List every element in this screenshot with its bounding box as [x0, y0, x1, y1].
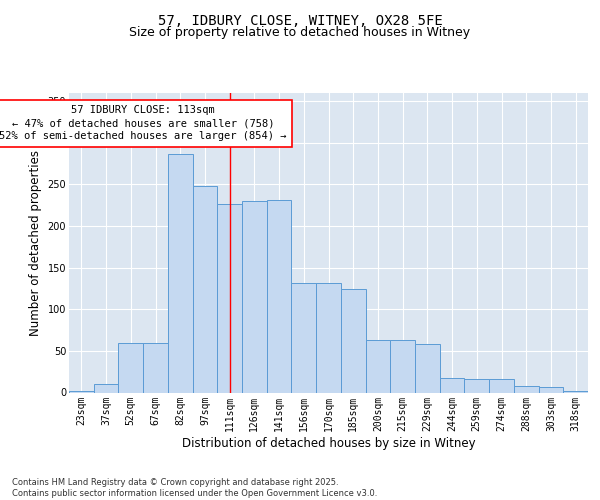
Bar	[69, 391, 94, 392]
Bar	[292, 282, 316, 393]
Bar	[341, 289, 365, 393]
Bar	[464, 379, 489, 392]
Bar	[440, 378, 464, 392]
Bar	[193, 186, 217, 392]
Y-axis label: Number of detached properties: Number of detached properties	[29, 150, 42, 336]
Bar	[168, 154, 193, 392]
Bar	[563, 391, 588, 392]
Bar	[217, 204, 242, 392]
Bar	[390, 340, 415, 392]
Bar	[316, 284, 341, 393]
Bar	[514, 386, 539, 392]
Bar	[365, 340, 390, 392]
Bar	[539, 386, 563, 392]
Bar	[267, 200, 292, 392]
Bar	[489, 379, 514, 392]
Text: 57, IDBURY CLOSE, WITNEY, OX28 5FE: 57, IDBURY CLOSE, WITNEY, OX28 5FE	[158, 14, 442, 28]
Bar	[415, 344, 440, 393]
Text: 57 IDBURY CLOSE: 113sqm
← 47% of detached houses are smaller (758)
52% of semi-d: 57 IDBURY CLOSE: 113sqm ← 47% of detache…	[0, 105, 287, 142]
Bar	[242, 201, 267, 392]
Text: Size of property relative to detached houses in Witney: Size of property relative to detached ho…	[130, 26, 470, 39]
Bar	[143, 344, 168, 392]
Bar	[94, 384, 118, 392]
X-axis label: Distribution of detached houses by size in Witney: Distribution of detached houses by size …	[182, 438, 475, 450]
Bar	[118, 344, 143, 392]
Text: Contains HM Land Registry data © Crown copyright and database right 2025.
Contai: Contains HM Land Registry data © Crown c…	[12, 478, 377, 498]
